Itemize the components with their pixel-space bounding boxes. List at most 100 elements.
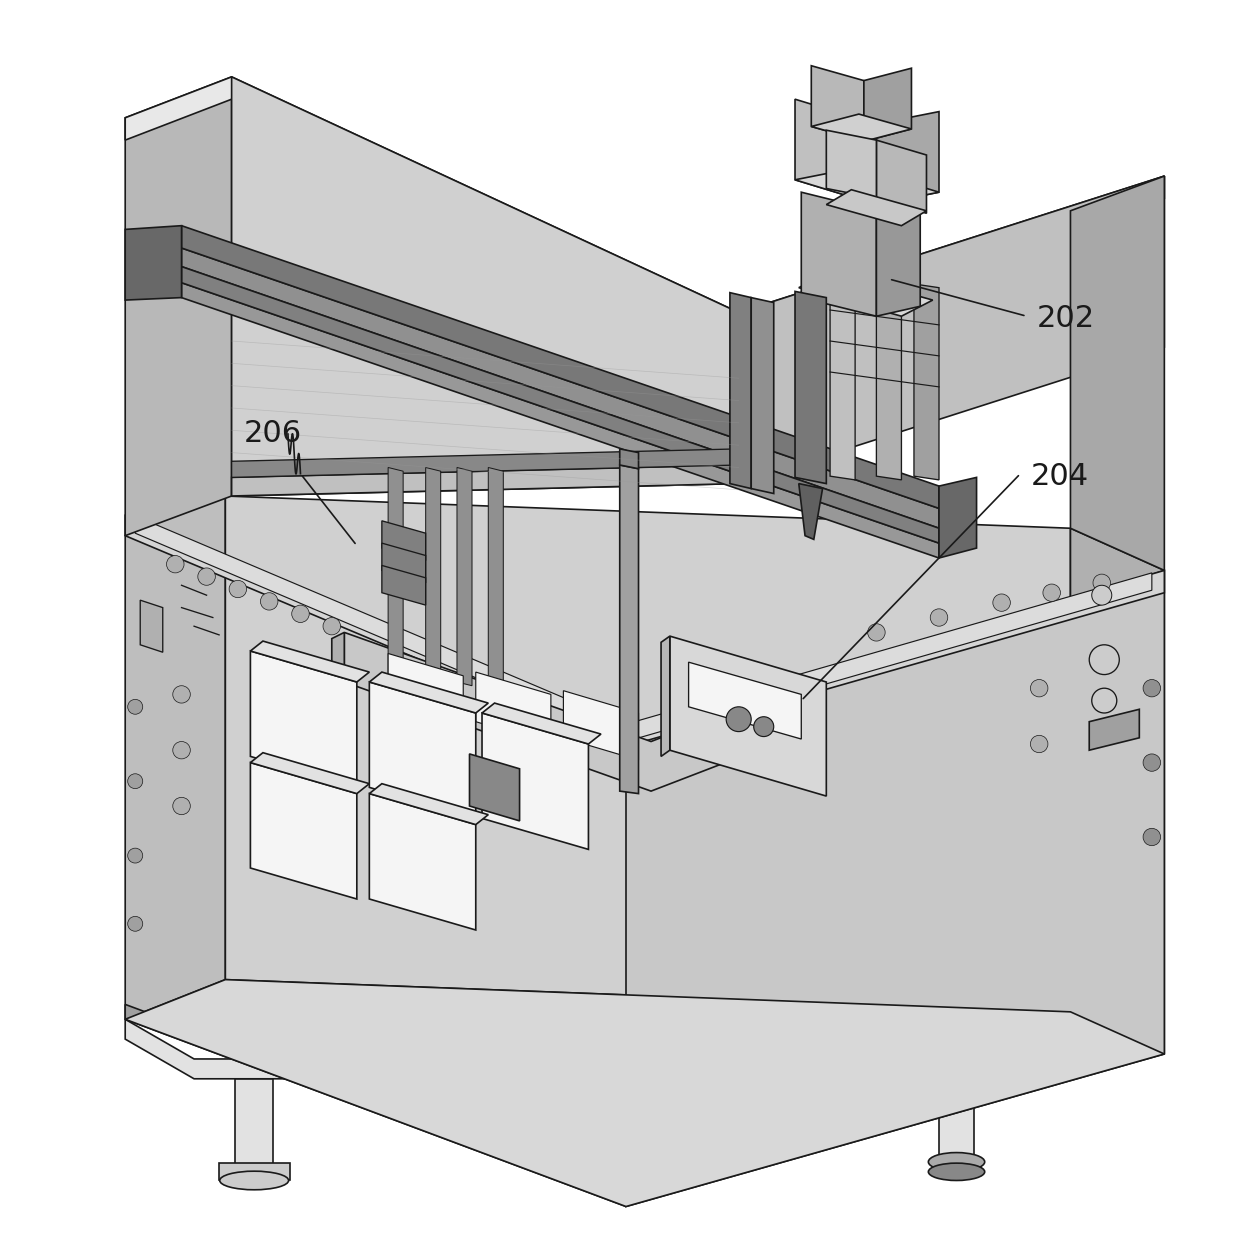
Polygon shape: [476, 672, 551, 744]
Polygon shape: [876, 201, 920, 316]
Polygon shape: [830, 284, 855, 480]
Polygon shape: [232, 465, 739, 496]
Polygon shape: [739, 176, 1164, 484]
Text: 202: 202: [1037, 304, 1094, 334]
Circle shape: [128, 916, 143, 931]
Polygon shape: [1070, 176, 1164, 570]
Polygon shape: [799, 272, 933, 316]
Circle shape: [1143, 828, 1161, 846]
Polygon shape: [182, 267, 939, 543]
Text: 206: 206: [244, 419, 302, 449]
Polygon shape: [235, 1079, 273, 1166]
Polygon shape: [369, 794, 476, 930]
Polygon shape: [219, 1163, 290, 1180]
Circle shape: [167, 556, 184, 573]
Polygon shape: [689, 662, 801, 739]
Polygon shape: [620, 449, 639, 469]
Polygon shape: [795, 291, 826, 484]
Polygon shape: [125, 980, 1164, 1207]
Circle shape: [1092, 688, 1117, 713]
Ellipse shape: [220, 1171, 288, 1190]
Polygon shape: [914, 284, 939, 480]
Polygon shape: [332, 632, 344, 688]
Polygon shape: [1027, 1019, 1055, 1073]
Polygon shape: [369, 682, 476, 818]
Polygon shape: [232, 449, 739, 477]
Polygon shape: [125, 496, 225, 1019]
Circle shape: [754, 717, 774, 737]
Circle shape: [1030, 680, 1048, 697]
Polygon shape: [369, 784, 488, 825]
Polygon shape: [382, 543, 426, 583]
Polygon shape: [250, 641, 369, 682]
Polygon shape: [426, 467, 441, 686]
Polygon shape: [1070, 528, 1164, 1054]
Circle shape: [993, 594, 1010, 611]
Polygon shape: [482, 703, 601, 744]
Circle shape: [1143, 680, 1161, 697]
Polygon shape: [125, 77, 1164, 335]
Polygon shape: [826, 190, 926, 226]
Polygon shape: [470, 754, 520, 821]
Polygon shape: [801, 192, 876, 316]
Polygon shape: [626, 570, 1164, 1207]
Circle shape: [260, 593, 278, 610]
Polygon shape: [730, 293, 751, 489]
Polygon shape: [125, 1004, 626, 1207]
Circle shape: [128, 774, 143, 789]
Polygon shape: [563, 691, 639, 760]
Circle shape: [128, 848, 143, 863]
Circle shape: [173, 797, 190, 815]
Ellipse shape: [929, 1163, 984, 1180]
Polygon shape: [125, 1019, 1121, 1079]
Polygon shape: [670, 636, 826, 796]
Polygon shape: [864, 68, 911, 141]
Polygon shape: [319, 1004, 348, 1054]
Polygon shape: [250, 753, 369, 794]
Text: 204: 204: [1030, 461, 1088, 491]
Polygon shape: [876, 284, 901, 480]
Polygon shape: [795, 99, 876, 205]
Polygon shape: [232, 77, 739, 496]
Circle shape: [868, 624, 885, 641]
Circle shape: [1143, 754, 1161, 771]
Ellipse shape: [1019, 1071, 1062, 1086]
Circle shape: [1030, 735, 1048, 753]
Polygon shape: [620, 465, 639, 794]
Circle shape: [229, 580, 247, 598]
Polygon shape: [344, 632, 757, 791]
Polygon shape: [382, 521, 426, 560]
Circle shape: [173, 686, 190, 703]
Polygon shape: [482, 713, 588, 849]
Polygon shape: [457, 467, 472, 686]
Polygon shape: [125, 77, 232, 536]
Circle shape: [1093, 574, 1111, 591]
Circle shape: [1089, 645, 1119, 675]
Polygon shape: [140, 600, 163, 652]
Polygon shape: [182, 226, 939, 508]
Polygon shape: [125, 226, 182, 300]
Polygon shape: [182, 248, 939, 528]
Polygon shape: [488, 467, 503, 686]
Polygon shape: [661, 636, 670, 756]
Polygon shape: [369, 672, 488, 713]
Polygon shape: [250, 651, 357, 787]
Polygon shape: [250, 763, 357, 899]
Polygon shape: [125, 515, 1164, 746]
Polygon shape: [751, 298, 774, 494]
Circle shape: [128, 699, 143, 714]
Circle shape: [323, 618, 341, 635]
Polygon shape: [939, 1079, 974, 1156]
Circle shape: [198, 568, 215, 585]
Polygon shape: [382, 565, 426, 605]
Polygon shape: [876, 112, 939, 205]
Polygon shape: [939, 477, 977, 558]
Polygon shape: [799, 484, 823, 539]
Polygon shape: [1089, 709, 1139, 750]
Polygon shape: [135, 516, 1152, 742]
Circle shape: [1092, 585, 1112, 605]
Polygon shape: [876, 140, 926, 213]
Circle shape: [1043, 584, 1060, 601]
Polygon shape: [826, 130, 876, 198]
Polygon shape: [225, 496, 1070, 1012]
